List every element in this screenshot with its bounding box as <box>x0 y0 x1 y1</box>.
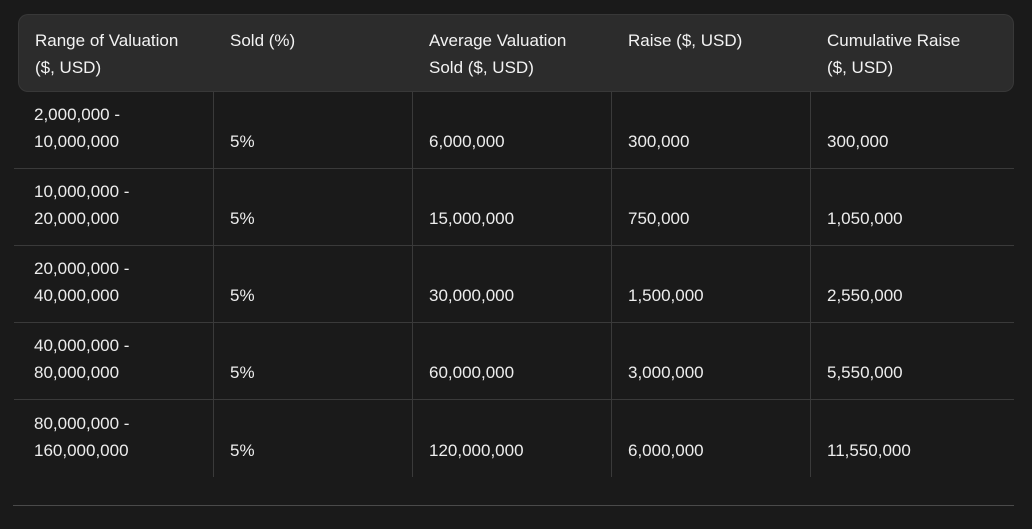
cell-average-valuation: 120,000,000 <box>412 400 611 477</box>
cell-raise: 1,500,000 <box>611 246 810 322</box>
cell-average-valuation: 60,000,000 <box>412 323 611 399</box>
cell-sold: 5% <box>213 400 412 477</box>
column-header-average-valuation-sold: Average Valuation Sold ($, USD) <box>429 31 567 77</box>
cell-range: 2,000,000 - 10,000,000 <box>34 105 121 151</box>
table-row: 40,000,000 - 80,000,000 5% 60,000,000 3,… <box>14 323 1014 400</box>
cell-raise: 300,000 <box>611 92 810 168</box>
cell-average-valuation: 15,000,000 <box>412 169 611 245</box>
cell-cumulative-raise: 11,550,000 <box>810 400 1014 477</box>
cell-cumulative-raise: 1,050,000 <box>810 169 1014 245</box>
column-header-raise: Raise ($, USD) <box>628 31 743 50</box>
table-body: 2,000,000 - 10,000,000 5% 6,000,000 300,… <box>14 92 1014 477</box>
bottom-divider <box>13 505 1014 506</box>
cell-range: 40,000,000 - 80,000,000 <box>34 336 130 382</box>
table-header-row: Range of Valuation ($, USD) Sold (%) Ave… <box>18 14 1014 92</box>
table-row: 20,000,000 - 40,000,000 5% 30,000,000 1,… <box>14 246 1014 323</box>
cell-average-valuation: 6,000,000 <box>412 92 611 168</box>
cell-cumulative-raise: 5,550,000 <box>810 323 1014 399</box>
valuation-raise-table: Range of Valuation ($, USD) Sold (%) Ave… <box>0 14 1032 529</box>
column-header-range-of-valuation: Range of Valuation ($, USD) <box>35 31 179 77</box>
column-header-cumulative-raise: Cumulative Raise ($, USD) <box>827 31 961 77</box>
cell-sold: 5% <box>213 323 412 399</box>
cell-sold: 5% <box>213 92 412 168</box>
cell-range: 20,000,000 - 40,000,000 <box>34 259 130 305</box>
cell-raise: 6,000,000 <box>611 400 810 477</box>
table-row: 80,000,000 - 160,000,000 5% 120,000,000 … <box>14 400 1014 477</box>
cell-range: 80,000,000 - 160,000,000 <box>34 414 130 460</box>
cell-average-valuation: 30,000,000 <box>412 246 611 322</box>
column-header-sold-percent: Sold (%) <box>230 31 296 50</box>
cell-cumulative-raise: 300,000 <box>810 92 1014 168</box>
table-row: 10,000,000 - 20,000,000 5% 15,000,000 75… <box>14 169 1014 246</box>
table-row: 2,000,000 - 10,000,000 5% 6,000,000 300,… <box>14 92 1014 169</box>
cell-cumulative-raise: 2,550,000 <box>810 246 1014 322</box>
cell-range: 10,000,000 - 20,000,000 <box>34 182 130 228</box>
cell-raise: 3,000,000 <box>611 323 810 399</box>
cell-sold: 5% <box>213 169 412 245</box>
cell-sold: 5% <box>213 246 412 322</box>
cell-raise: 750,000 <box>611 169 810 245</box>
